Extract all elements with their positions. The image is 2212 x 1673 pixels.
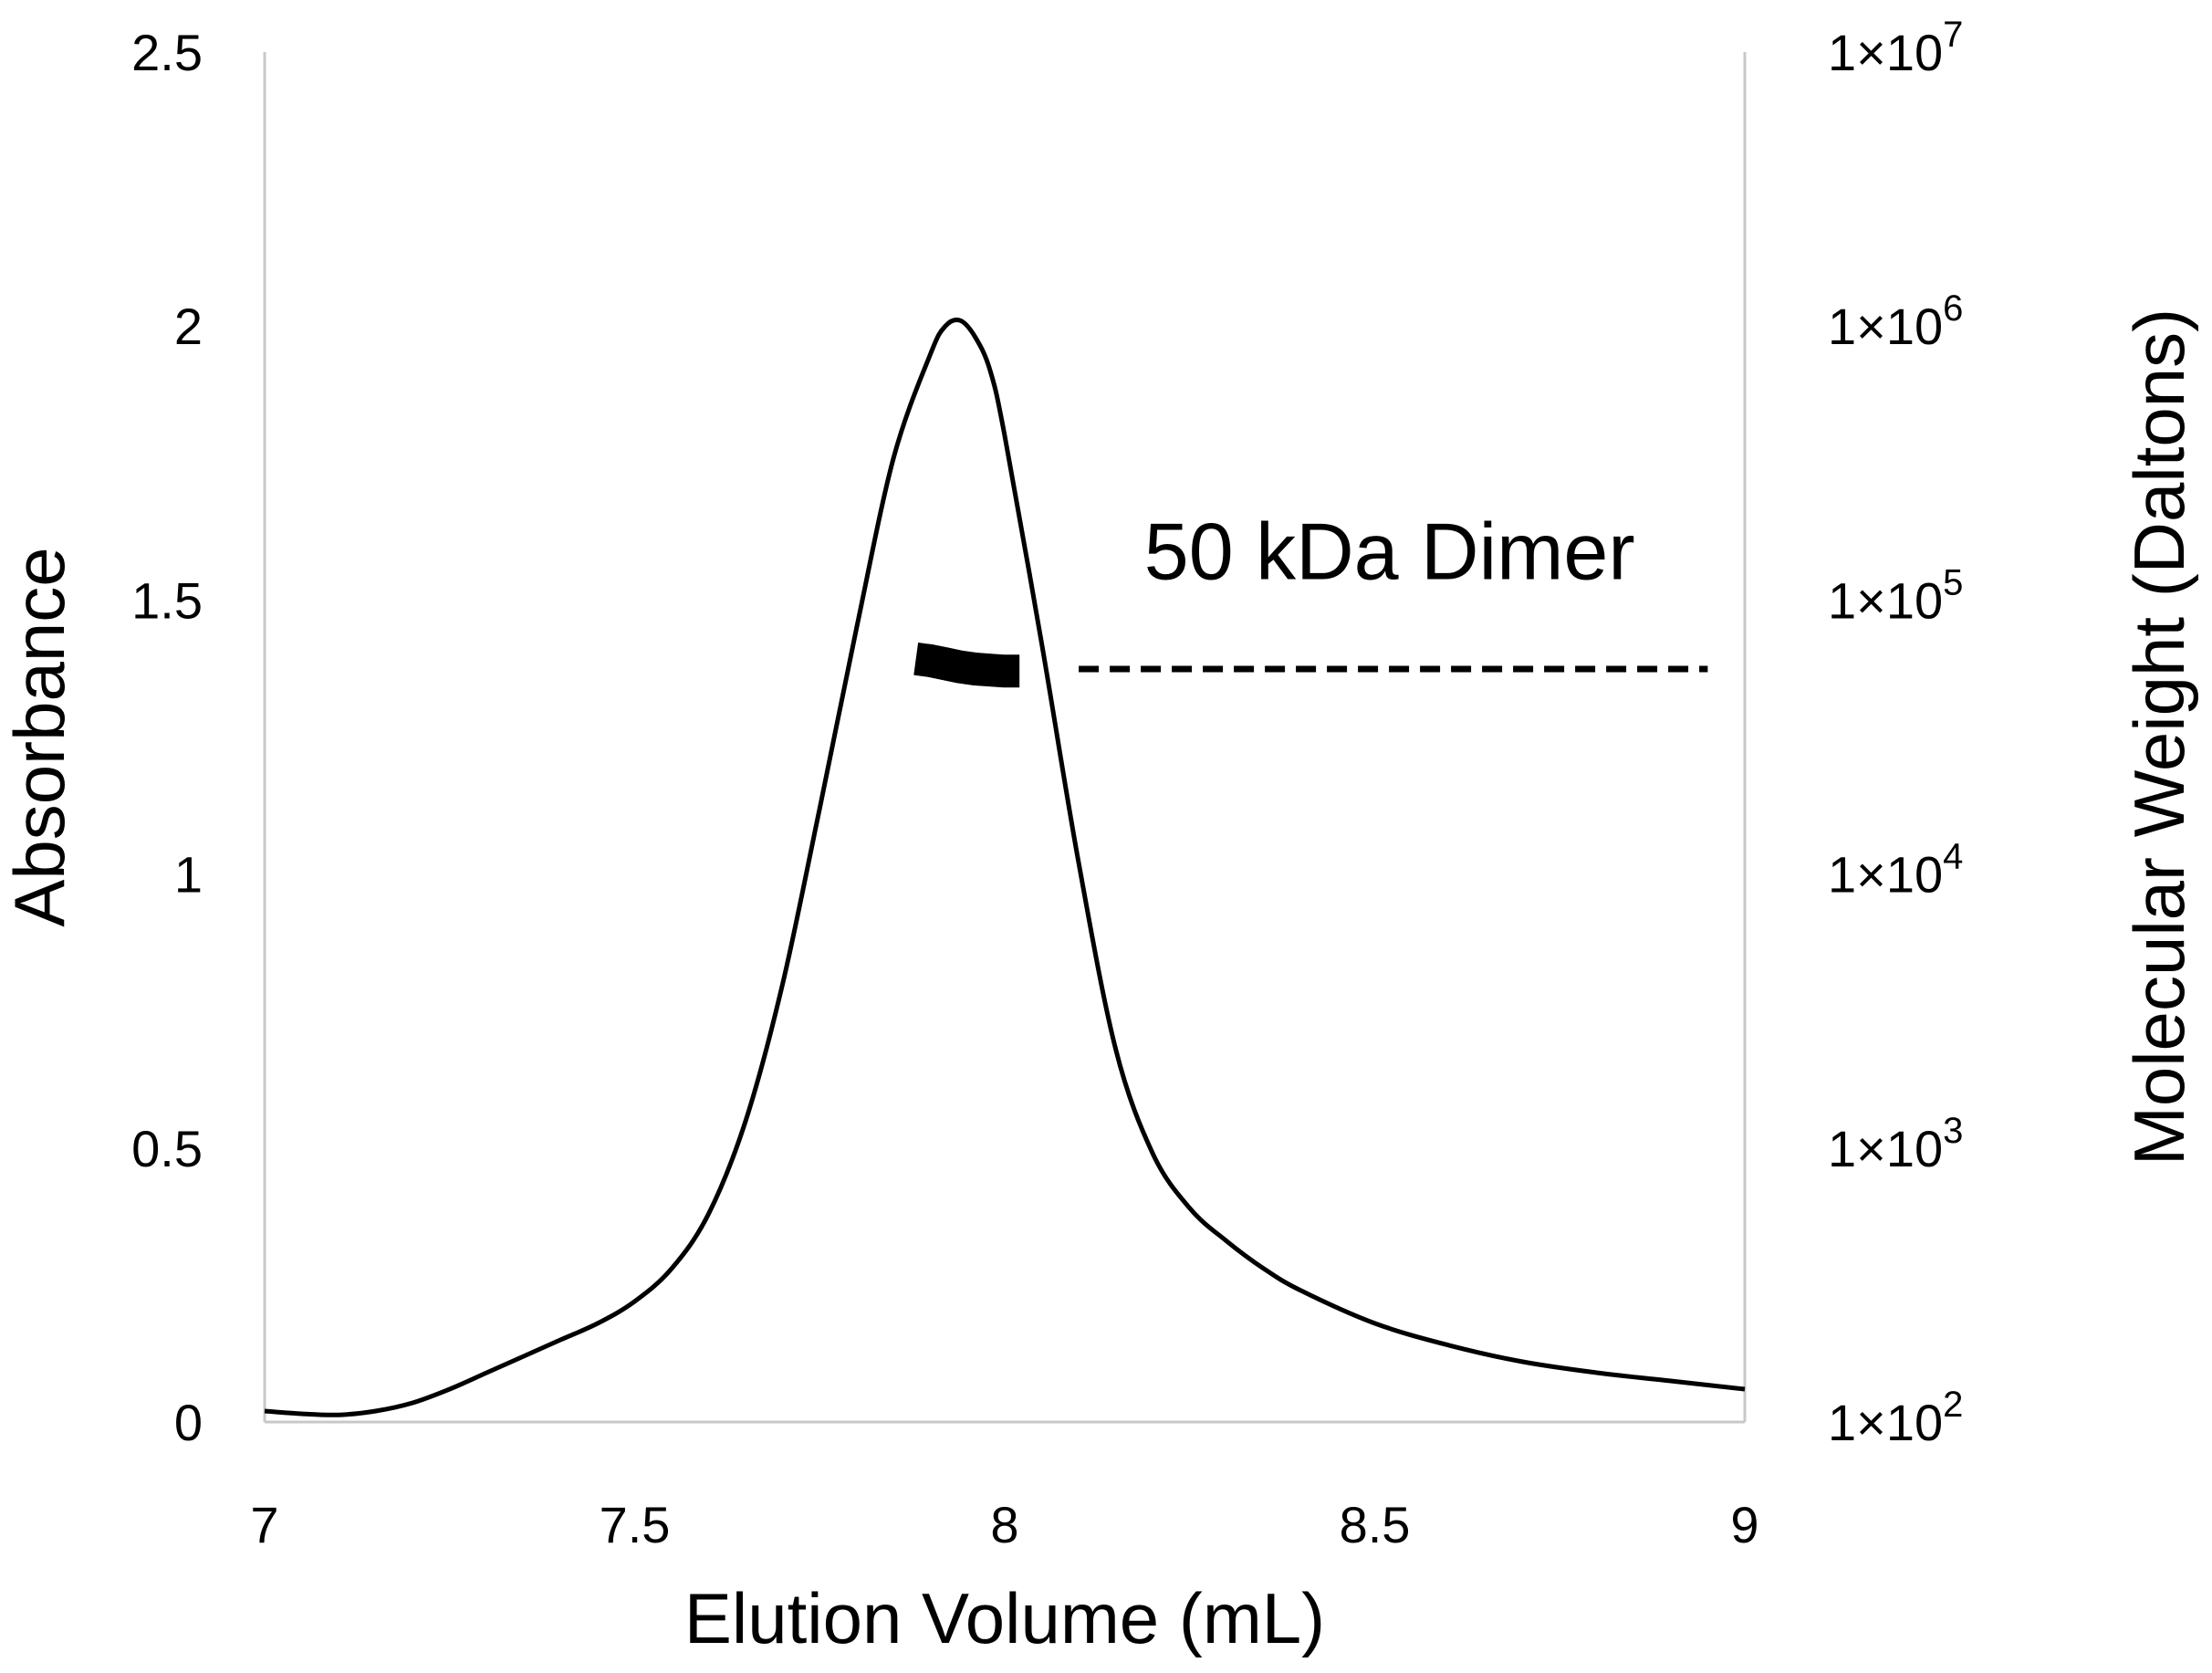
y-tick-label: 2: [174, 298, 203, 355]
y2-tick-label: 1×106: [1828, 288, 1963, 355]
molecular-weight-trace: [913, 642, 1021, 688]
x-tick-label: 7.5: [600, 1496, 671, 1553]
y-tick-label: 2.5: [131, 24, 203, 81]
x-tick-label: 9: [1730, 1496, 1758, 1553]
y-axis-title: Absorbance: [0, 547, 79, 926]
series-line-1: [264, 317, 1746, 1417]
annotation-50kda-dimer: 50 kDa Dimer: [1144, 507, 1635, 597]
y-tick-label: 1.5: [131, 571, 203, 629]
x-tick-label: 8.5: [1340, 1496, 1411, 1553]
x-tick-label: 8: [990, 1496, 1018, 1553]
y2-tick-label: 1×103: [1828, 1111, 1963, 1177]
y2-tick-label: 1×107: [1828, 15, 1963, 81]
x-tick-label: 7: [250, 1496, 278, 1553]
y-tick-label: 1: [174, 846, 203, 904]
y-tick-label: 0: [174, 1394, 203, 1451]
y-tick-label: 0.5: [131, 1120, 203, 1177]
y2-tick-label: 1×105: [1828, 562, 1963, 629]
y2-tick-label: 1×102: [1828, 1385, 1963, 1451]
y2-tick-label: 1×104: [1828, 837, 1963, 904]
x-axis-title: Elution Volume (mL): [684, 1578, 1325, 1658]
y2-axis-title: Molecular Weight (Daltons): [2119, 308, 2199, 1166]
